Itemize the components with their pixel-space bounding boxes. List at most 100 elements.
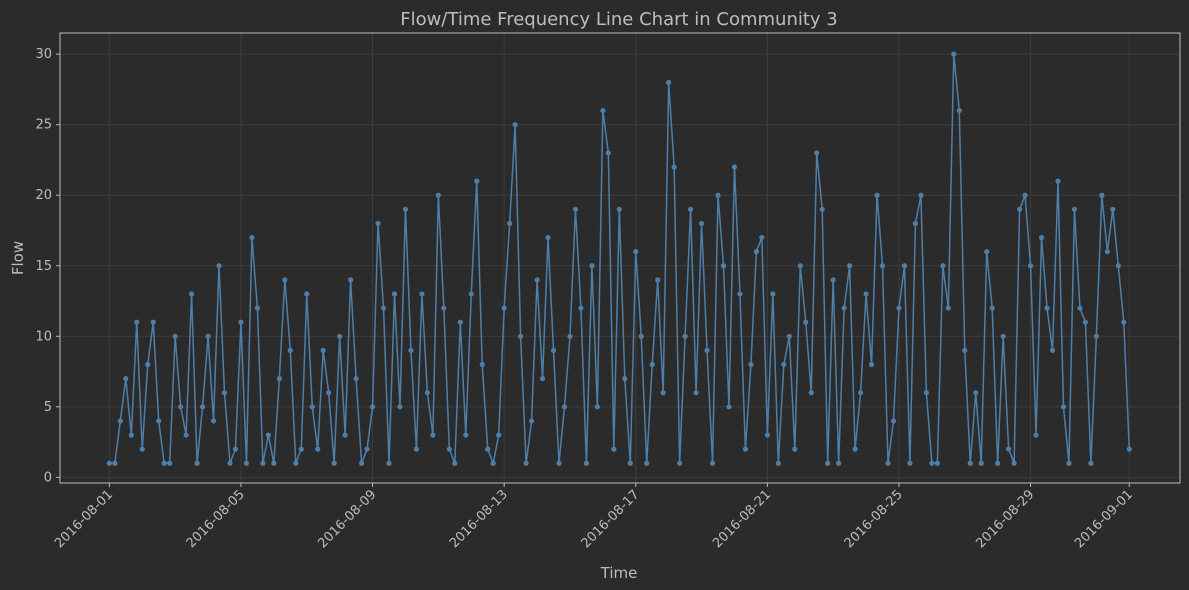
point [485, 446, 491, 452]
point [698, 220, 705, 227]
point [1071, 206, 1078, 212]
point [282, 277, 288, 283]
point [912, 220, 919, 227]
point [265, 432, 271, 438]
point [380, 305, 387, 311]
point [594, 404, 600, 410]
point [611, 446, 617, 452]
point [989, 305, 995, 311]
point [183, 432, 189, 438]
point [934, 460, 940, 466]
point [358, 460, 365, 466]
point [545, 234, 551, 241]
x-axis-label: Time [600, 564, 638, 582]
point [1060, 404, 1067, 410]
point [693, 390, 699, 396]
point [315, 446, 321, 452]
point [287, 347, 293, 353]
point [797, 263, 803, 269]
y-tick-label: 5 [44, 400, 52, 415]
point [342, 432, 348, 438]
point [1093, 333, 1099, 339]
point [572, 206, 579, 212]
point [463, 432, 469, 438]
point [687, 206, 694, 212]
point [962, 347, 968, 353]
point [161, 460, 167, 466]
point [260, 460, 266, 466]
point [726, 404, 732, 410]
point [1088, 460, 1094, 466]
point [550, 347, 557, 353]
point [139, 446, 145, 452]
point [677, 460, 683, 466]
point [293, 460, 299, 466]
point [753, 249, 760, 255]
point [857, 390, 864, 396]
point [254, 305, 261, 311]
point [973, 390, 979, 396]
point [885, 460, 891, 466]
point [638, 333, 644, 339]
point [775, 460, 781, 466]
point [528, 418, 535, 424]
point [1038, 234, 1045, 241]
point [1082, 319, 1089, 325]
point [589, 263, 595, 269]
point [199, 404, 206, 410]
point [600, 107, 606, 114]
point [578, 305, 584, 311]
point [1027, 263, 1034, 269]
point [945, 305, 951, 311]
y-tick-label: 20 [35, 188, 52, 203]
point [276, 376, 282, 382]
y-tick-label: 10 [35, 329, 52, 344]
point [424, 390, 430, 396]
point [863, 291, 869, 297]
point [238, 319, 244, 325]
point [523, 460, 529, 466]
point [391, 291, 398, 297]
point [490, 460, 496, 466]
point [386, 460, 392, 466]
point [633, 249, 639, 255]
point [112, 460, 118, 466]
point [156, 418, 162, 424]
point [682, 333, 688, 339]
point [468, 291, 474, 297]
point [737, 291, 743, 297]
point [128, 432, 134, 438]
point [1033, 432, 1039, 438]
point [216, 263, 222, 269]
point [742, 446, 749, 452]
point [819, 206, 825, 212]
y-tick-label: 25 [35, 118, 52, 133]
point [1104, 249, 1110, 255]
point [814, 150, 820, 156]
point [534, 277, 540, 283]
point [644, 460, 650, 466]
point [326, 390, 332, 396]
point [435, 192, 441, 198]
point [150, 319, 156, 325]
point [408, 347, 414, 353]
point [1011, 460, 1017, 466]
point [364, 446, 370, 452]
point [232, 446, 239, 452]
point [419, 291, 425, 297]
point [205, 333, 211, 339]
point [671, 164, 677, 170]
point [397, 404, 403, 410]
point [786, 333, 792, 339]
point [518, 333, 524, 339]
point [1055, 178, 1061, 184]
point [792, 446, 798, 452]
point [1099, 192, 1105, 198]
point [556, 460, 562, 466]
point [825, 460, 831, 466]
y-axis-label: Flow [9, 241, 27, 275]
point [512, 122, 518, 128]
y-tick-label: 30 [35, 47, 52, 62]
point [539, 376, 546, 382]
